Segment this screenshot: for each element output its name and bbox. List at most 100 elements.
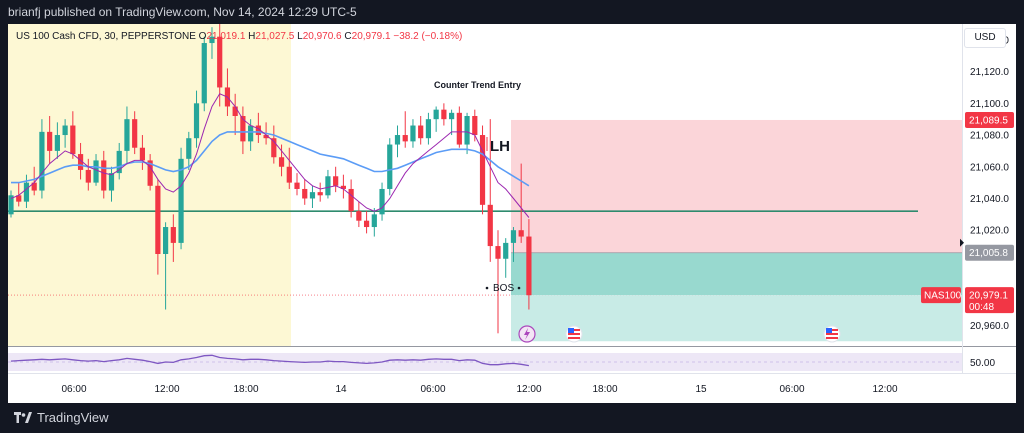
candle-body [248,125,254,142]
candle-body [193,103,200,139]
candle-body [340,185,346,189]
time-axis-label: 18:00 [233,384,258,395]
candle-body [23,182,30,202]
price-axis-label: 21,100.0 [970,99,1009,110]
lh-label: LH [490,138,510,155]
price-axis-label: 21,120.0 [970,67,1009,78]
candle-body [232,106,238,116]
time-axis-label: 06:00 [779,384,804,395]
stop-price-tag: 21,089.5 [969,115,1008,126]
entry-price-tag: 21,005.8 [969,248,1008,259]
candle-body [147,160,153,186]
sma-line [10,93,530,218]
candle-body [255,125,261,136]
symbol-tag: NAS100 [924,291,962,302]
candle-body [348,188,354,212]
candle-body [363,220,370,228]
candle-body [263,135,269,139]
event-lightning-icon [518,325,536,343]
candle-body [333,176,339,186]
time-axis-label: 06:00 [420,384,445,395]
candle-body [294,182,300,189]
candle-body [209,36,215,44]
candle-body [456,112,462,145]
axis-arrow-marker [960,238,964,247]
candle-body [116,150,122,174]
candle-body [132,119,138,148]
candle-body [503,242,509,259]
ema-line [11,131,530,187]
candle-body [16,195,22,202]
price-axis-label: 21,040.0 [970,194,1009,205]
symbol-tag-bg [921,287,961,304]
candle-body [217,36,223,88]
high-label: H [248,31,256,42]
rsi-line [10,354,530,367]
symbol-name: US 100 Cash CFD, 30, PEPPERSTONE [16,31,196,42]
candle-body [387,144,393,189]
candle-body [402,135,408,142]
candle-body [518,230,524,237]
candle-body [441,109,447,120]
candle-body [449,112,455,120]
candle-body [479,135,486,205]
price-axis-label: 20,960.0 [970,321,1009,332]
current-price-tag: 20,979.1 [969,291,1008,302]
us-flag-icon [565,325,583,343]
candle-body [418,125,424,139]
candle-body [271,138,277,158]
publisher-bar: brianfj published on TradingView.com, No… [0,0,1024,24]
candle-body [186,138,192,159]
candle-body [70,125,76,155]
publisher-text: brianfj published on TradingView.com, No… [8,5,357,19]
price-axis-label: 21,060.0 [970,162,1009,173]
candle-body [163,227,169,254]
candle-body [170,227,176,243]
rsi-axis-label: 50.00 [970,358,995,369]
countdown-tag: 00:48 [969,302,994,313]
time-axis-label: 15 [695,384,707,395]
candle-body [317,192,323,196]
candle-body [302,188,308,199]
candle-body [39,131,45,191]
target-zone-light [511,295,962,342]
candle-body [178,158,184,243]
bos-dot-left [485,286,489,290]
time-axis-label: 06:00 [61,384,86,395]
target-zone-dark [511,252,962,296]
price-axis-label: 21,080.0 [970,131,1009,142]
candle-body [101,160,107,191]
change-value: −38.2 (−0.18%) [393,31,463,42]
candle-body [379,188,385,215]
entry-price-tag-bg [965,244,1014,261]
candle-body [425,119,432,139]
candle-body [108,173,115,191]
close-value: 20,979.1 [351,31,391,42]
close-label: C [344,31,352,42]
candle-body [410,125,416,142]
candle-body [77,154,84,170]
candle-body [433,109,439,120]
footer-bar: TradingView [0,403,1024,433]
candle-body [62,125,68,136]
tradingview-logo[interactable]: TradingView [14,410,109,425]
candle-body [309,192,316,199]
candle-body [139,147,146,161]
candle-body [278,157,285,167]
price-axis-label: 21,020.0 [970,226,1009,237]
bos-dot-right [517,286,521,290]
candle-body [85,169,91,183]
candle-body [31,182,37,191]
currency-button[interactable]: USD [964,28,1006,48]
time-axis-label: 12:00 [516,384,541,395]
candle-body [155,185,161,254]
time-axis-label: 18:00 [592,384,617,395]
rsi-band [8,353,962,371]
open-label: O [198,31,207,42]
stop-loss-zone [511,119,962,253]
low-value: 20,970.6 [302,31,342,42]
chart-title: Counter Trend Entry [434,80,521,90]
candle-body [356,211,362,221]
